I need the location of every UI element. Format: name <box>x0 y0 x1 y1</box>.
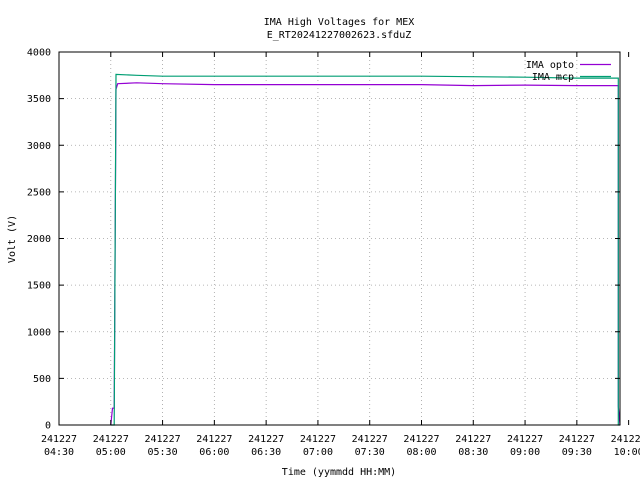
x-tick-label-time: 04:30 <box>44 447 74 458</box>
y-tick-label: 2000 <box>27 234 51 245</box>
x-tick-label-time: 08:30 <box>458 447 488 458</box>
x-tick-label-time: 09:30 <box>562 447 592 458</box>
y-tick-label: 2500 <box>27 187 51 198</box>
x-tick-label-date: 241227 <box>352 434 388 445</box>
x-tick-label-time: 08:00 <box>406 447 436 458</box>
x-tick-label-date: 241227 <box>300 434 336 445</box>
x-tick-label-date: 241227 <box>455 434 491 445</box>
y-tick-label: 3500 <box>27 94 51 105</box>
x-tick-label-date: 241227 <box>145 434 181 445</box>
x-tick-label-time: 09:00 <box>510 447 540 458</box>
legend-label: IMA opto <box>526 60 574 71</box>
y-tick-label: 3000 <box>27 141 51 152</box>
chart-title: IMA High Voltages for MEX <box>264 17 415 28</box>
x-axis-label: Time (yymmdd HH:MM) <box>282 467 396 478</box>
y-tick-label: 500 <box>33 374 51 385</box>
legend-label: IMA mcp <box>532 72 574 83</box>
x-tick-label-date: 241227 <box>611 434 640 445</box>
y-tick-label: 4000 <box>27 48 51 59</box>
ticks: 0 500 1000 1500 2000 2500 3000 3500 4000 241227 04… <box>27 48 640 459</box>
series-group <box>110 73 621 426</box>
x-tick-label-date: 241227 <box>41 434 77 445</box>
x-tick-label-date: 241227 <box>93 434 129 445</box>
y-tick-label: 1500 <box>27 281 51 292</box>
series-line-ima-opto <box>110 82 621 426</box>
x-tick-label-time: 06:30 <box>251 447 281 458</box>
x-tick-label-time: 06:00 <box>199 447 229 458</box>
y-tick-label: 0 <box>45 421 51 432</box>
y-axis-label: Volt (V) <box>7 215 18 263</box>
x-tick-label-time: 05:30 <box>148 447 178 458</box>
grid <box>59 52 620 425</box>
chart-subtitle: E_RT20241227002623.sfduZ <box>267 30 412 41</box>
x-tick-label-date: 241227 <box>507 434 543 445</box>
x-tick-label-time: 05:00 <box>96 447 126 458</box>
y-tick-label: 1000 <box>27 327 51 338</box>
x-tick-label-time: 10:00 <box>614 447 640 458</box>
x-tick-label-date: 241227 <box>248 434 284 445</box>
x-tick-label-date: 241227 <box>403 434 439 445</box>
series-line-ima-mcp <box>110 73 620 426</box>
x-tick-label-date: 241227 <box>196 434 232 445</box>
x-tick-label-date: 241227 <box>559 434 595 445</box>
x-tick-label-time: 07:30 <box>355 447 385 458</box>
x-tick-label-time: 07:00 <box>303 447 333 458</box>
